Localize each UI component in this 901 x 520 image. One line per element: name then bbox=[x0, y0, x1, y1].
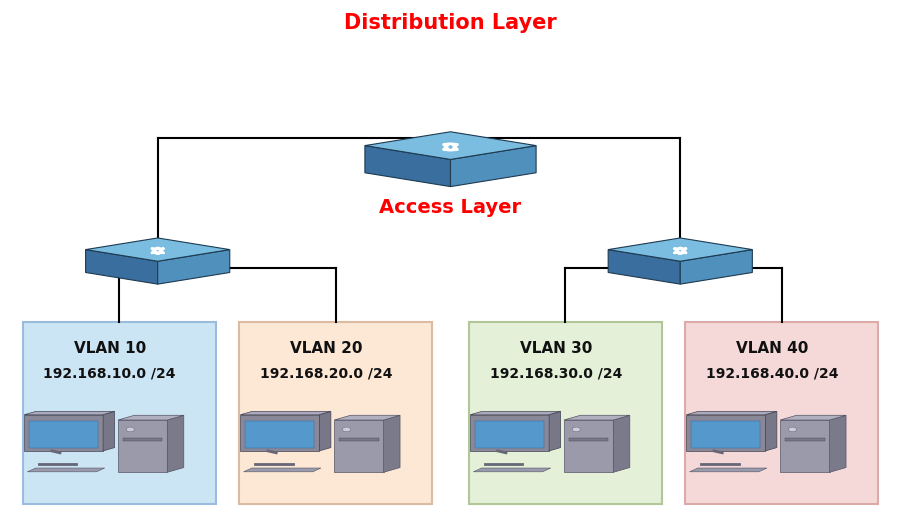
Polygon shape bbox=[470, 411, 560, 415]
Polygon shape bbox=[24, 415, 103, 451]
Polygon shape bbox=[450, 146, 536, 187]
Circle shape bbox=[572, 427, 580, 432]
Polygon shape bbox=[689, 468, 767, 472]
Circle shape bbox=[788, 427, 796, 432]
Polygon shape bbox=[334, 420, 384, 472]
Polygon shape bbox=[691, 421, 760, 448]
Polygon shape bbox=[241, 415, 319, 451]
Bar bbox=[123, 438, 162, 441]
Text: 192.168.30.0 /24: 192.168.30.0 /24 bbox=[489, 367, 622, 381]
Polygon shape bbox=[241, 411, 331, 415]
Text: 192.168.40.0 /24: 192.168.40.0 /24 bbox=[705, 367, 838, 381]
Circle shape bbox=[126, 427, 134, 432]
Polygon shape bbox=[687, 415, 765, 451]
Polygon shape bbox=[158, 250, 230, 284]
Bar bbox=[469, 322, 662, 504]
Polygon shape bbox=[384, 415, 400, 472]
Text: 192.168.10.0 /24: 192.168.10.0 /24 bbox=[43, 367, 176, 381]
Polygon shape bbox=[475, 421, 544, 448]
Polygon shape bbox=[103, 411, 114, 451]
Text: Distribution Layer: Distribution Layer bbox=[344, 13, 557, 33]
Polygon shape bbox=[243, 468, 321, 472]
Polygon shape bbox=[564, 415, 630, 420]
Bar bbox=[23, 322, 216, 504]
Polygon shape bbox=[765, 411, 777, 451]
Polygon shape bbox=[365, 146, 450, 187]
Polygon shape bbox=[29, 421, 98, 448]
Polygon shape bbox=[27, 468, 105, 472]
Circle shape bbox=[342, 427, 350, 432]
Polygon shape bbox=[608, 250, 680, 284]
Polygon shape bbox=[614, 415, 630, 472]
Text: VLAN 20: VLAN 20 bbox=[290, 341, 362, 356]
Text: VLAN 30: VLAN 30 bbox=[520, 341, 592, 356]
Bar bbox=[785, 438, 824, 441]
Polygon shape bbox=[780, 420, 830, 472]
Polygon shape bbox=[564, 420, 614, 472]
Polygon shape bbox=[549, 411, 560, 451]
Polygon shape bbox=[24, 411, 114, 415]
Text: VLAN 40: VLAN 40 bbox=[736, 341, 808, 356]
Bar bbox=[339, 438, 378, 441]
Polygon shape bbox=[86, 238, 230, 261]
Polygon shape bbox=[86, 250, 158, 284]
Polygon shape bbox=[830, 415, 846, 472]
Bar bbox=[239, 322, 432, 504]
Text: VLAN 10: VLAN 10 bbox=[74, 341, 146, 356]
Polygon shape bbox=[168, 415, 184, 472]
Text: 192.168.20.0 /24: 192.168.20.0 /24 bbox=[259, 367, 392, 381]
Polygon shape bbox=[687, 411, 777, 415]
Polygon shape bbox=[118, 420, 168, 472]
Polygon shape bbox=[473, 468, 551, 472]
Polygon shape bbox=[334, 415, 400, 420]
Polygon shape bbox=[245, 421, 314, 448]
Polygon shape bbox=[365, 132, 536, 160]
Polygon shape bbox=[319, 411, 331, 451]
Text: Access Layer: Access Layer bbox=[379, 198, 522, 217]
Bar bbox=[685, 322, 878, 504]
Polygon shape bbox=[680, 250, 752, 284]
Bar bbox=[569, 438, 608, 441]
Polygon shape bbox=[470, 415, 549, 451]
Polygon shape bbox=[608, 238, 752, 261]
Polygon shape bbox=[780, 415, 846, 420]
Polygon shape bbox=[118, 415, 184, 420]
